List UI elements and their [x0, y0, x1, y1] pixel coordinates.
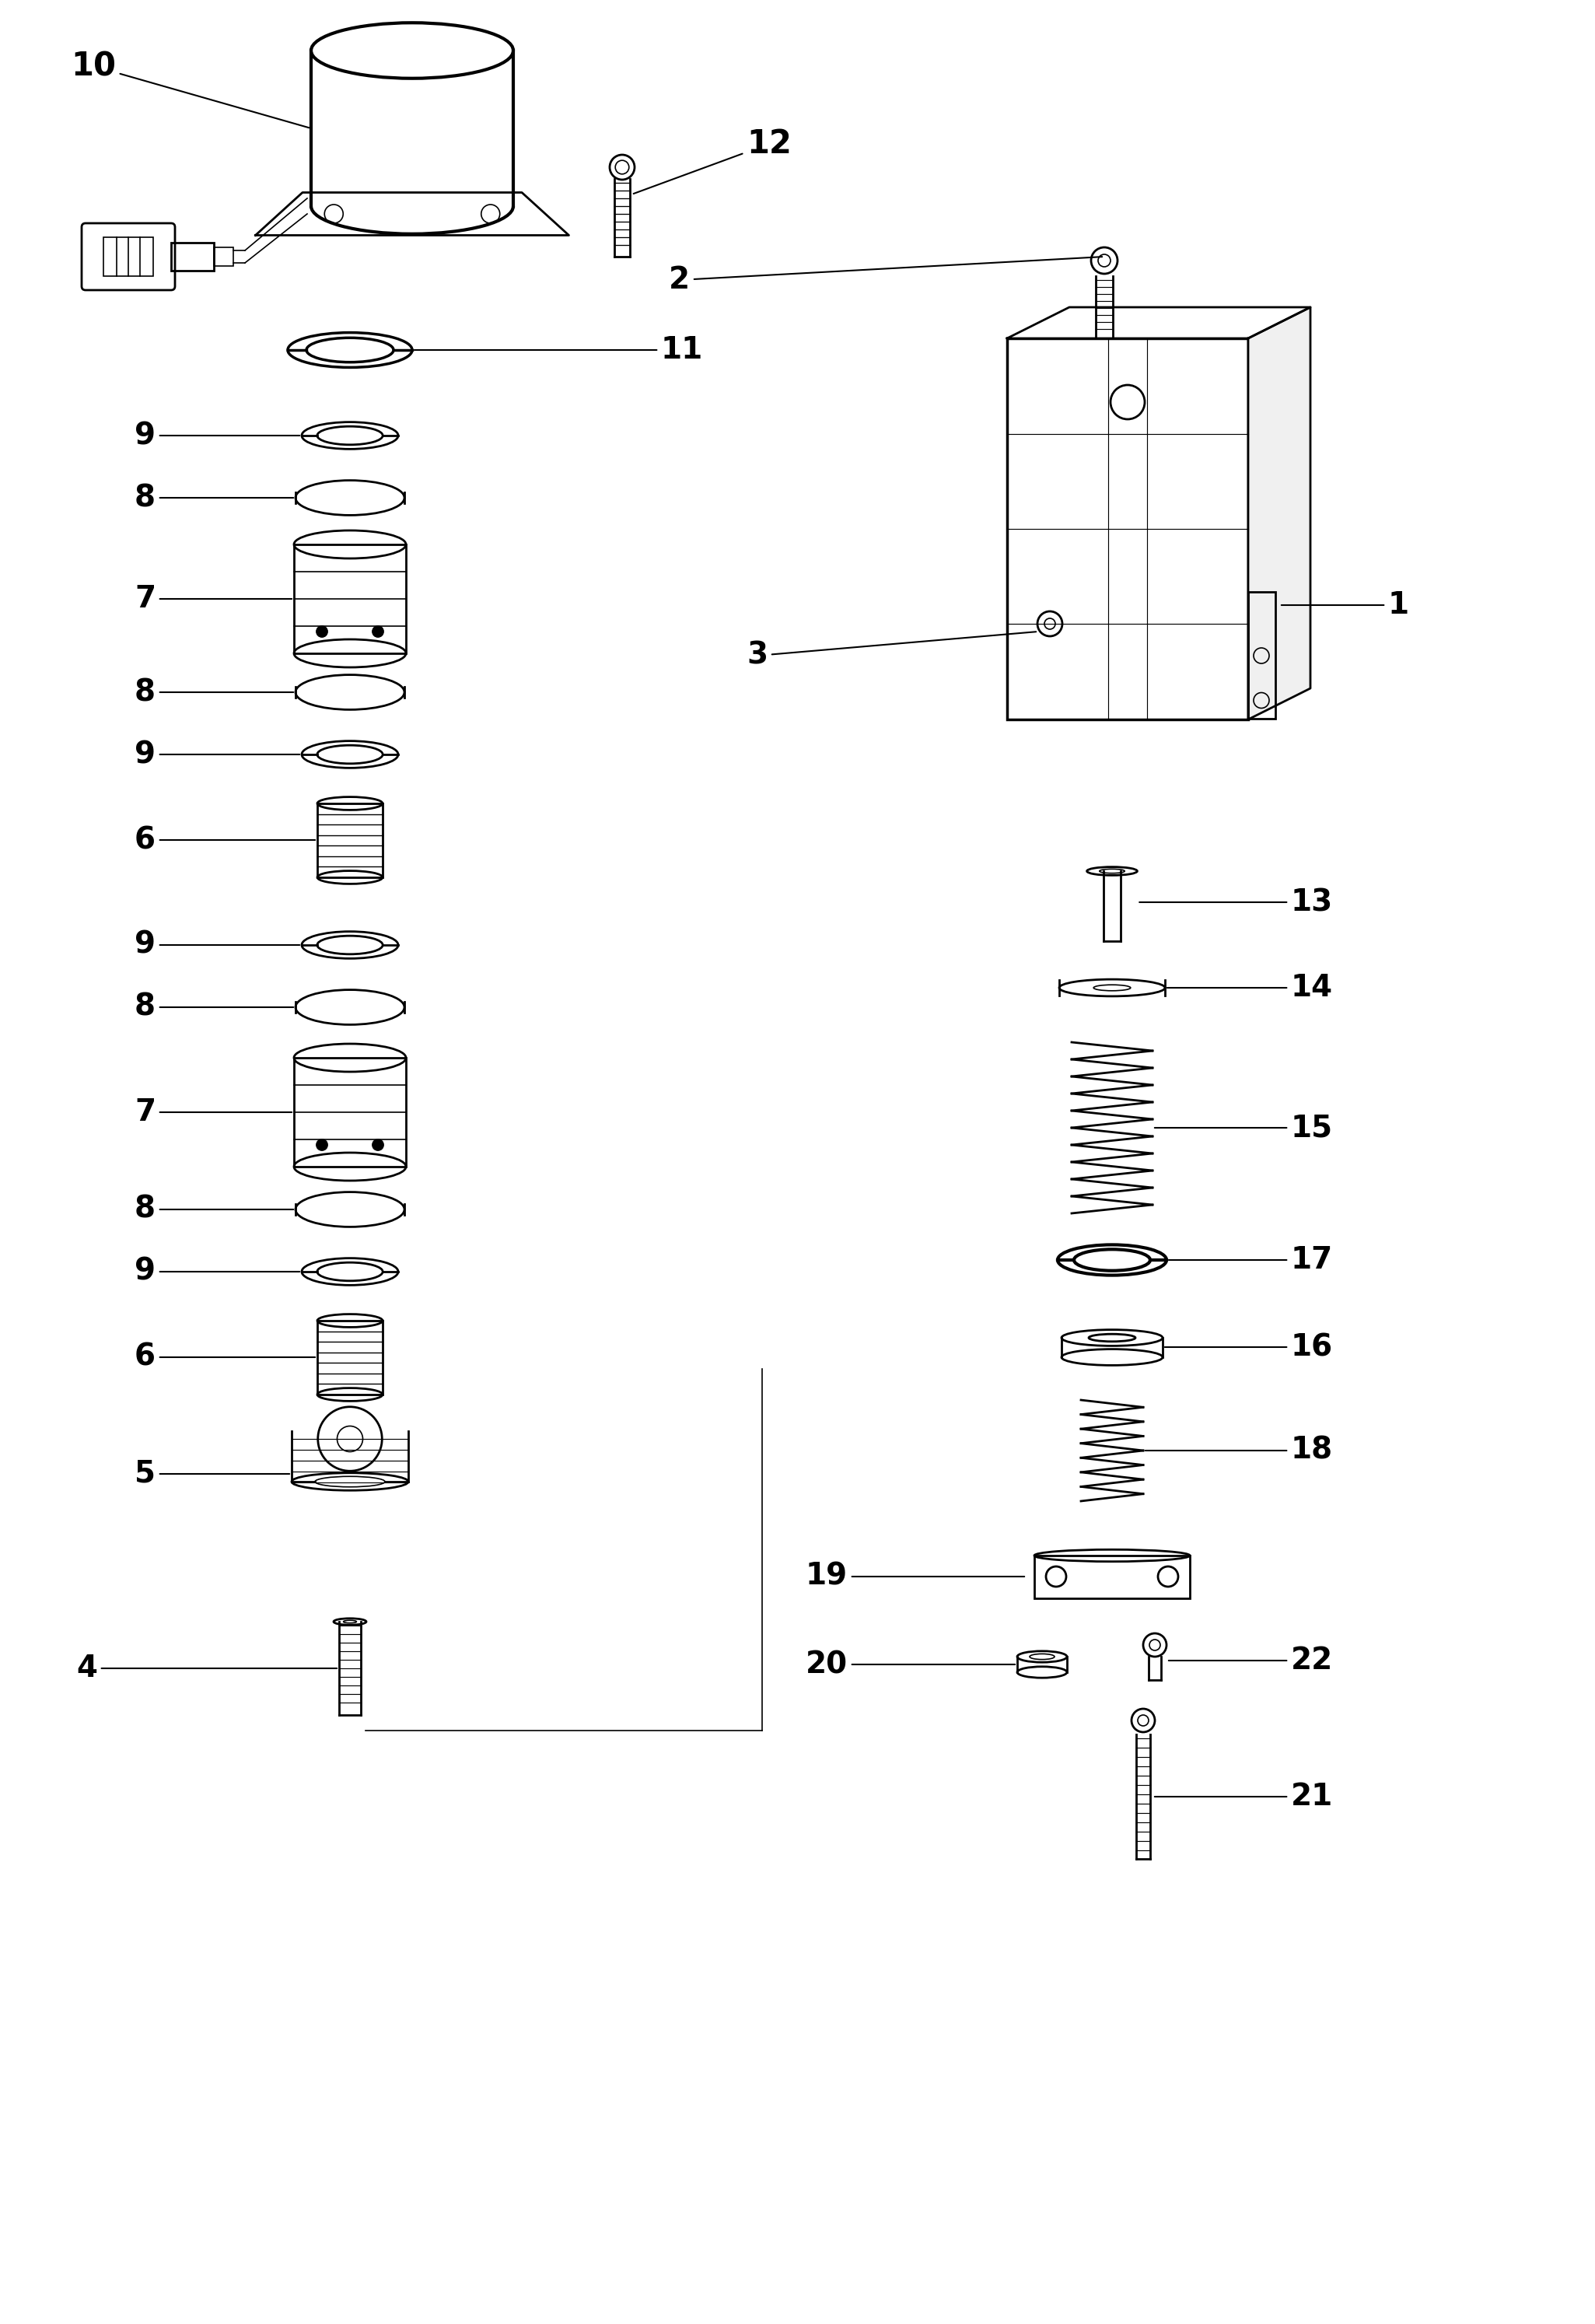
- Circle shape: [372, 1139, 383, 1150]
- Text: 21: 21: [1155, 1783, 1333, 1810]
- Text: 18: 18: [1145, 1436, 1333, 1466]
- Polygon shape: [1006, 307, 1311, 339]
- Circle shape: [372, 625, 383, 637]
- Text: 2: 2: [668, 256, 1102, 295]
- Bar: [1249, 593, 1276, 718]
- Bar: [317, 804, 383, 878]
- Text: 9: 9: [134, 421, 300, 451]
- Text: 12: 12: [633, 128, 791, 193]
- Text: 11: 11: [415, 335, 703, 365]
- Bar: [104, 237, 153, 277]
- Bar: [1006, 339, 1249, 720]
- Text: 7: 7: [134, 583, 292, 614]
- Polygon shape: [1249, 307, 1311, 720]
- Text: 16: 16: [1164, 1332, 1333, 1362]
- Text: 5: 5: [134, 1459, 289, 1490]
- Text: 6: 6: [134, 825, 316, 855]
- Text: 4: 4: [77, 1655, 337, 1683]
- Text: 10: 10: [70, 49, 309, 128]
- Text: 19: 19: [805, 1562, 1024, 1592]
- Text: 9: 9: [134, 1257, 300, 1287]
- Circle shape: [316, 1139, 327, 1150]
- Text: 6: 6: [134, 1343, 316, 1371]
- Bar: [317, 1320, 383, 1394]
- Circle shape: [316, 625, 327, 637]
- Text: 8: 8: [134, 1195, 293, 1225]
- Bar: [293, 544, 407, 653]
- Bar: [214, 246, 233, 265]
- Text: 3: 3: [746, 632, 1037, 669]
- Text: 20: 20: [805, 1650, 1014, 1680]
- Text: 7: 7: [134, 1097, 292, 1127]
- Text: 13: 13: [1139, 888, 1333, 918]
- Bar: [171, 242, 214, 270]
- Text: 22: 22: [1169, 1645, 1333, 1676]
- Bar: [293, 1057, 407, 1167]
- Text: 15: 15: [1155, 1113, 1333, 1143]
- Bar: [1034, 1555, 1190, 1599]
- Text: 8: 8: [134, 676, 293, 706]
- Text: 8: 8: [134, 992, 293, 1023]
- Text: 9: 9: [134, 739, 300, 769]
- Text: 14: 14: [1168, 974, 1333, 1002]
- Text: 8: 8: [134, 483, 293, 514]
- Text: 9: 9: [134, 930, 300, 960]
- Text: 1: 1: [1281, 590, 1410, 621]
- Text: 17: 17: [1169, 1246, 1333, 1276]
